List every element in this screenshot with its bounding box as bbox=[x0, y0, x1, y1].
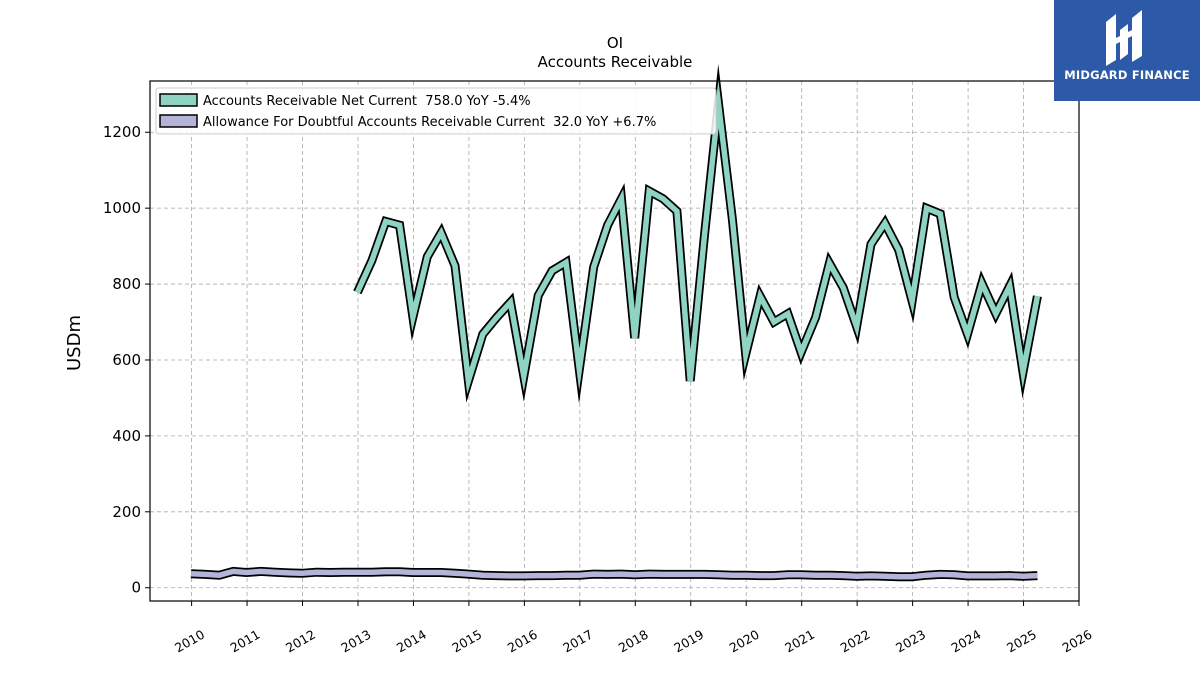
x-tick-label: 2014 bbox=[394, 627, 429, 656]
y-tick-label: 400 bbox=[112, 427, 141, 445]
legend-swatch-allowance bbox=[159, 114, 198, 128]
x-tick-label: 2021 bbox=[782, 627, 817, 656]
chart-title: OI bbox=[607, 34, 623, 52]
series-line-1 bbox=[190, 568, 1038, 580]
y-tick-label: 600 bbox=[112, 351, 141, 369]
series-line-0 bbox=[354, 79, 1041, 395]
x-tick-label: 2010 bbox=[172, 627, 207, 656]
x-tick-label: 2015 bbox=[449, 627, 484, 656]
x-tick-label: 2022 bbox=[838, 627, 873, 656]
y-tick-label: 1000 bbox=[103, 199, 141, 217]
logo-text: MIDGARD FINANCE bbox=[1064, 68, 1190, 82]
chart-subtitle: Accounts Receivable bbox=[538, 53, 693, 71]
y-tick-label: 0 bbox=[131, 579, 141, 597]
x-tick-label: 2026 bbox=[1059, 627, 1094, 656]
brand-logo: MIDGARD FINANCE bbox=[1054, 0, 1200, 101]
legend: Accounts Receivable Net Current 758.0 Yo… bbox=[155, 87, 717, 135]
y-tick-label: 800 bbox=[112, 275, 141, 293]
series-layer bbox=[190, 63, 1042, 582]
x-tick-label: 2012 bbox=[283, 627, 318, 656]
x-tick-label: 2025 bbox=[1004, 627, 1039, 656]
y-tick-label: 1200 bbox=[103, 123, 141, 141]
x-tick-label: 2018 bbox=[616, 627, 651, 656]
grid-layer bbox=[150, 81, 1080, 601]
x-tick-label: 2011 bbox=[228, 627, 263, 656]
legend-label-allowance: Allowance For Doubtful Accounts Receivab… bbox=[203, 115, 656, 130]
legend-label-ar-net: Accounts Receivable Net Current 758.0 Yo… bbox=[203, 94, 531, 109]
plot-frame bbox=[149, 80, 1080, 602]
x-tick-label: 2023 bbox=[893, 627, 928, 656]
x-tick-label: 2020 bbox=[727, 627, 762, 656]
midgard-logo-icon bbox=[1106, 10, 1142, 66]
legend-frame bbox=[155, 87, 717, 135]
x-tick-label: 2019 bbox=[671, 627, 706, 656]
y-tick-label: 200 bbox=[112, 503, 141, 521]
series-outline-0 bbox=[353, 63, 1042, 404]
legend-swatch-ar-net bbox=[159, 93, 198, 107]
x-tick-label: 2013 bbox=[338, 627, 373, 656]
x-tick-label: 2017 bbox=[560, 627, 595, 656]
y-axis-label: USDm bbox=[64, 315, 85, 371]
x-tick-label: 2024 bbox=[949, 627, 984, 656]
x-tick-label: 2016 bbox=[505, 627, 540, 656]
